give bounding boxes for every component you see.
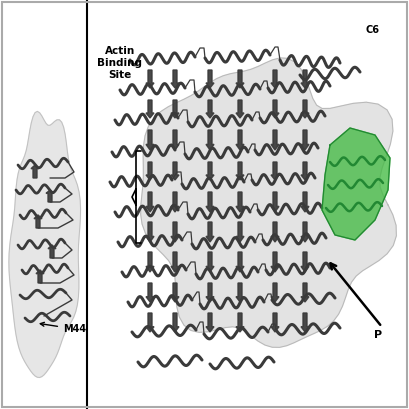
Polygon shape: [146, 222, 154, 242]
Polygon shape: [171, 100, 179, 118]
Polygon shape: [236, 192, 244, 212]
Polygon shape: [236, 70, 244, 88]
Polygon shape: [271, 192, 279, 212]
Polygon shape: [146, 100, 154, 118]
Polygon shape: [206, 162, 214, 180]
Polygon shape: [322, 128, 390, 240]
Polygon shape: [301, 130, 309, 150]
Polygon shape: [271, 100, 279, 118]
Polygon shape: [301, 192, 309, 212]
Polygon shape: [9, 111, 81, 378]
Polygon shape: [36, 270, 44, 283]
Polygon shape: [171, 252, 179, 272]
Polygon shape: [301, 100, 309, 118]
Polygon shape: [236, 283, 244, 302]
Polygon shape: [31, 165, 39, 178]
Polygon shape: [146, 130, 154, 150]
Polygon shape: [271, 162, 279, 180]
Polygon shape: [171, 313, 179, 332]
Polygon shape: [206, 283, 214, 302]
Polygon shape: [301, 70, 309, 88]
Polygon shape: [236, 313, 244, 332]
Polygon shape: [206, 192, 214, 212]
Text: P: P: [374, 330, 382, 340]
Polygon shape: [206, 130, 214, 150]
Polygon shape: [171, 70, 179, 88]
Polygon shape: [236, 252, 244, 272]
Polygon shape: [271, 252, 279, 272]
Polygon shape: [271, 283, 279, 302]
Polygon shape: [301, 162, 309, 180]
Polygon shape: [271, 130, 279, 150]
Polygon shape: [171, 283, 179, 302]
Polygon shape: [271, 222, 279, 242]
Polygon shape: [146, 70, 154, 88]
Polygon shape: [271, 313, 279, 332]
Polygon shape: [34, 215, 42, 228]
Polygon shape: [141, 58, 396, 347]
Text: Actin
Binding
Site: Actin Binding Site: [97, 45, 142, 81]
Polygon shape: [46, 190, 54, 202]
Polygon shape: [206, 100, 214, 118]
Polygon shape: [206, 313, 214, 332]
Polygon shape: [301, 252, 309, 272]
Polygon shape: [171, 192, 179, 212]
Polygon shape: [48, 245, 56, 258]
Polygon shape: [171, 130, 179, 150]
Polygon shape: [171, 222, 179, 242]
Polygon shape: [206, 252, 214, 272]
Polygon shape: [206, 222, 214, 242]
Polygon shape: [171, 162, 179, 180]
Polygon shape: [206, 70, 214, 88]
Polygon shape: [146, 283, 154, 302]
Polygon shape: [236, 162, 244, 180]
Polygon shape: [146, 162, 154, 180]
Polygon shape: [146, 192, 154, 212]
Polygon shape: [301, 222, 309, 242]
Polygon shape: [146, 313, 154, 332]
Polygon shape: [146, 252, 154, 272]
Polygon shape: [271, 70, 279, 88]
Polygon shape: [236, 100, 244, 118]
Polygon shape: [236, 222, 244, 242]
Text: M44: M44: [40, 322, 86, 334]
Polygon shape: [301, 283, 309, 302]
Polygon shape: [236, 130, 244, 150]
Polygon shape: [301, 313, 309, 332]
Text: C6: C6: [366, 25, 380, 35]
